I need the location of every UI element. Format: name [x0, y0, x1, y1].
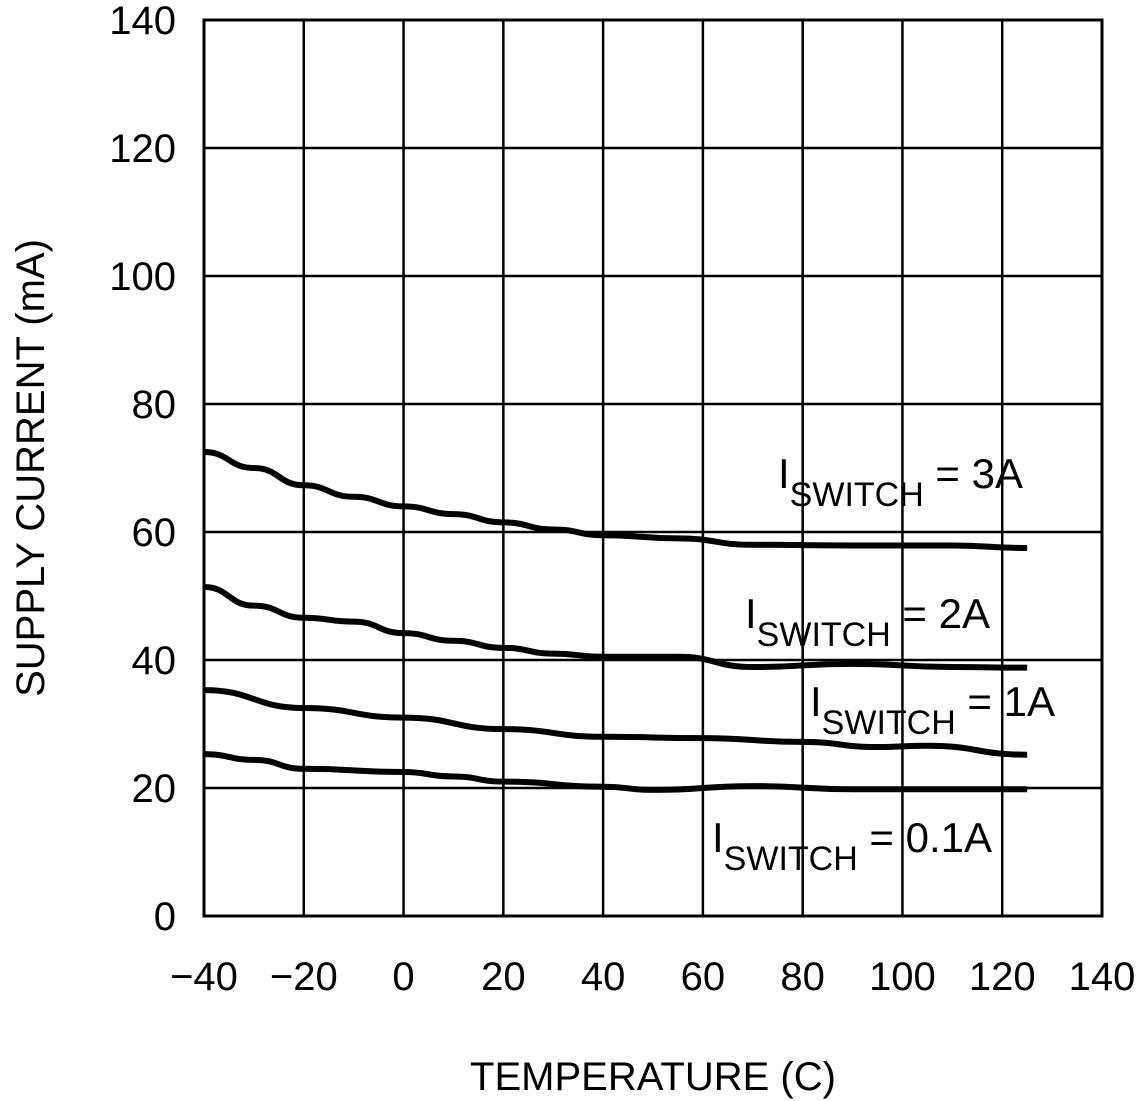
x-tick-label: 0 [392, 955, 414, 999]
series-line [203, 584, 1028, 671]
x-tick-label: 100 [869, 955, 936, 999]
plot-frame [202, 18, 1104, 918]
x-axis-label: TEMPERATURE (C) [470, 1055, 836, 1099]
y-tick-label: 120 [109, 127, 176, 171]
x-tick-label: 40 [581, 955, 626, 999]
x-tick-label: 120 [969, 955, 1036, 999]
y-axis-label: SUPPLY CURRENT (mA) [9, 239, 53, 697]
series-line [203, 687, 1028, 758]
x-tick-label: 80 [780, 955, 825, 999]
series-label: ISWITCH = 2A [745, 590, 990, 654]
x-tick-label: −20 [270, 955, 338, 999]
y-tick-label: 140 [109, 0, 176, 43]
tick-labels: 0 20 40 60 80 100 120 140 −40 −20 0 20 40 60 80 100 120 1… [109, 0, 1135, 999]
x-tick-label: −40 [170, 955, 238, 999]
x-tick-label: 20 [481, 955, 526, 999]
y-tick-label: 60 [132, 511, 177, 555]
x-tick-label: 60 [681, 955, 726, 999]
series-line [203, 751, 1028, 793]
series-line [203, 449, 1028, 551]
series-label: ISWITCH = 3A [778, 450, 1023, 514]
y-tick-label: 20 [132, 767, 177, 811]
y-tick-label: 100 [109, 255, 176, 299]
x-tick-label: 140 [1069, 955, 1136, 999]
curves [203, 449, 1028, 793]
series-label: ISWITCH = 0.1A [712, 814, 992, 878]
annotations: ISWITCH = 3A ISWITCH = 2A ISWITCH = 1A ISWI… [712, 450, 1055, 878]
y-tick-label: 40 [132, 639, 177, 683]
y-tick-label: 80 [132, 383, 177, 427]
series-label: ISWITCH = 1A [810, 678, 1055, 742]
grid [202, 18, 1104, 918]
y-tick-label: 0 [154, 895, 176, 939]
